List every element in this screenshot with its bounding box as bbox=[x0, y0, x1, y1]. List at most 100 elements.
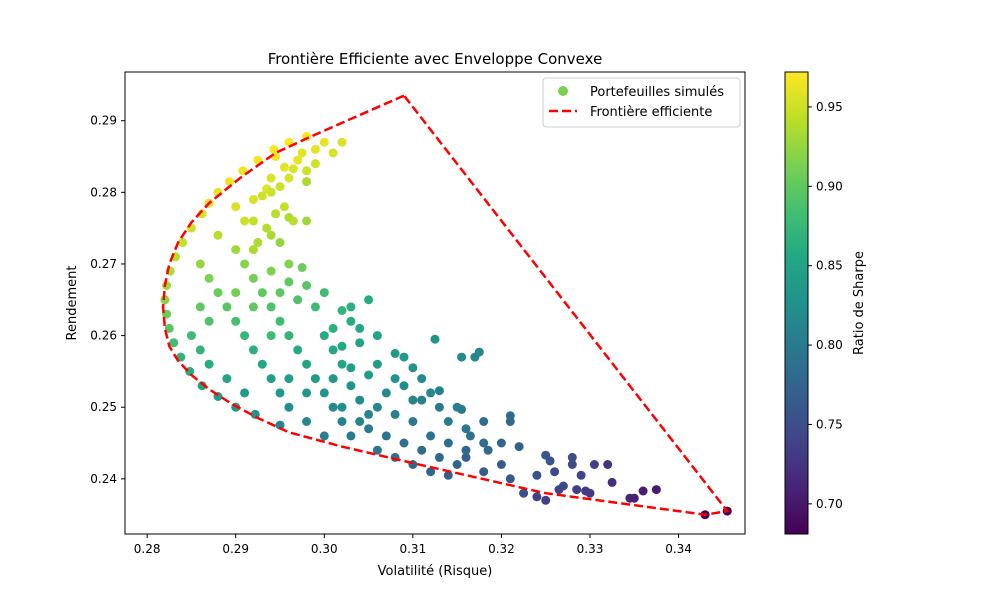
scatter-point bbox=[567, 460, 577, 469]
scatter-point bbox=[271, 209, 281, 219]
scatter-point bbox=[572, 485, 582, 495]
scatter-point bbox=[576, 470, 586, 480]
scatter-point bbox=[197, 381, 207, 391]
scatter-point bbox=[390, 374, 400, 384]
scatter-point bbox=[213, 288, 223, 298]
scatter-point bbox=[302, 281, 312, 290]
scatter-point bbox=[262, 223, 272, 233]
scatter-point bbox=[310, 302, 320, 312]
scatter-point bbox=[328, 374, 338, 384]
y-tick-label: 0.28 bbox=[90, 185, 117, 199]
scatter-point bbox=[266, 230, 276, 240]
scatter-point bbox=[266, 187, 276, 197]
x-tick-label: 0.28 bbox=[134, 542, 161, 556]
scatter-point bbox=[554, 485, 564, 495]
scatter-point bbox=[275, 316, 285, 326]
scatter-point bbox=[465, 431, 475, 441]
x-tick-label: 0.31 bbox=[399, 542, 426, 556]
scatter-point bbox=[355, 338, 365, 348]
chart-title: Frontière Efficiente avec Enveloppe Conv… bbox=[268, 50, 603, 68]
scatter-point bbox=[514, 442, 524, 452]
scatter-point bbox=[240, 388, 250, 398]
scatter-point bbox=[288, 216, 298, 226]
colorbar-tick-label: 0.90 bbox=[816, 179, 843, 193]
scatter-point bbox=[257, 191, 267, 201]
scatter-point bbox=[288, 164, 298, 174]
scatter-point bbox=[337, 341, 347, 351]
scatter-point bbox=[452, 460, 462, 469]
scatter-point bbox=[240, 331, 250, 341]
x-axis: 0.28 0.29 0.30 0.31 0.32 0.33 0.34 bbox=[134, 534, 692, 556]
scatter-point bbox=[293, 295, 303, 305]
scatter-point bbox=[519, 488, 529, 498]
y-axis-label: Rendement bbox=[65, 266, 80, 341]
scatter-point bbox=[505, 474, 515, 484]
scatter-point bbox=[372, 445, 382, 455]
scatter-point bbox=[567, 452, 577, 462]
scatter-point bbox=[381, 388, 391, 398]
scatter-point bbox=[319, 388, 329, 398]
legend-label-simulated: Portefeuilles simulés bbox=[590, 85, 724, 100]
scatter-point bbox=[479, 438, 489, 448]
scatter-point bbox=[248, 245, 258, 255]
colorbar-tick-label: 0.85 bbox=[816, 259, 843, 273]
scatter-point bbox=[248, 302, 258, 312]
y-tick-label: 0.24 bbox=[90, 472, 117, 486]
scatter-point bbox=[638, 486, 648, 496]
scatter-point bbox=[337, 402, 347, 412]
x-tick-label: 0.29 bbox=[222, 542, 249, 556]
scatter-point bbox=[399, 438, 409, 448]
scatter-point bbox=[302, 216, 312, 226]
scatter-point bbox=[417, 374, 427, 384]
scatter-point bbox=[240, 216, 250, 226]
scatter-point bbox=[231, 245, 241, 255]
scatter-point bbox=[275, 388, 285, 398]
scatter-point bbox=[284, 173, 294, 183]
scatter-point bbox=[319, 137, 329, 147]
scatter-point bbox=[266, 302, 276, 312]
scatter-point bbox=[231, 288, 241, 298]
scatter-point bbox=[275, 288, 285, 298]
scatter-point bbox=[275, 420, 285, 430]
scatter-point bbox=[319, 331, 329, 341]
scatter-point bbox=[399, 381, 409, 391]
scatter-point bbox=[461, 452, 471, 462]
scatter-point bbox=[545, 456, 555, 466]
scatter-point bbox=[319, 288, 329, 298]
scatter-point bbox=[364, 295, 374, 305]
scatter-point bbox=[284, 259, 294, 269]
scatter-point bbox=[479, 417, 489, 426]
x-tick-label: 0.32 bbox=[488, 542, 515, 556]
plot-frame bbox=[124, 71, 746, 535]
scatter-point bbox=[443, 470, 453, 480]
scatter-point bbox=[426, 467, 436, 477]
scatter-point bbox=[231, 316, 241, 326]
scatter-point bbox=[266, 173, 276, 183]
scatter-point bbox=[443, 417, 453, 426]
frontier-line bbox=[161, 94, 730, 516]
scatter-point bbox=[275, 182, 285, 192]
scatter-point bbox=[225, 177, 234, 187]
x-tick-label: 0.34 bbox=[665, 542, 692, 556]
scatter-point bbox=[266, 266, 276, 276]
scatter-point bbox=[284, 402, 294, 412]
scatter-point bbox=[399, 352, 409, 362]
y-tick-label: 0.26 bbox=[90, 329, 117, 343]
scatter-point bbox=[337, 306, 347, 315]
y-tick-label: 0.25 bbox=[90, 400, 117, 414]
scatter-point bbox=[434, 386, 444, 396]
scatter-point bbox=[164, 323, 174, 333]
scatter-point bbox=[496, 460, 506, 469]
scatter-point bbox=[269, 144, 279, 154]
scatter-point bbox=[204, 316, 214, 326]
scatter-point bbox=[443, 438, 453, 448]
scatter-point bbox=[434, 402, 444, 412]
scatter-point bbox=[474, 347, 484, 357]
scatter-point bbox=[532, 492, 542, 502]
scatter-point bbox=[364, 370, 374, 380]
scatter-point bbox=[408, 395, 418, 405]
scatter-point bbox=[457, 404, 467, 414]
scatter-point bbox=[266, 374, 276, 384]
scatter-point bbox=[607, 477, 617, 487]
scatter-point bbox=[461, 445, 471, 455]
